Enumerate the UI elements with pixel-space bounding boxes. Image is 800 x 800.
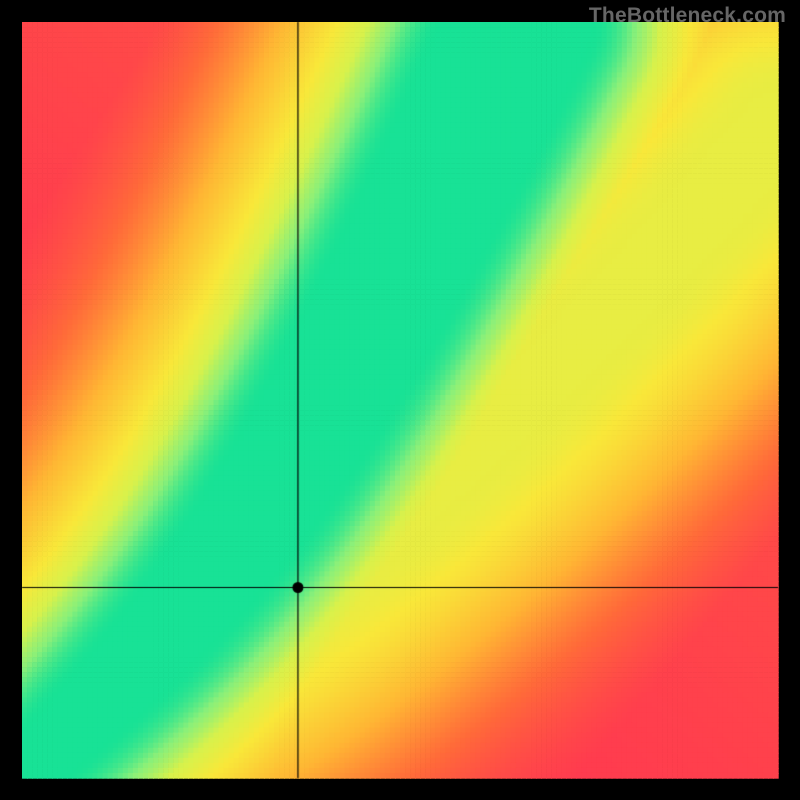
chart-container: TheBottleneck.com [0,0,800,800]
heatmap-canvas [0,0,800,800]
